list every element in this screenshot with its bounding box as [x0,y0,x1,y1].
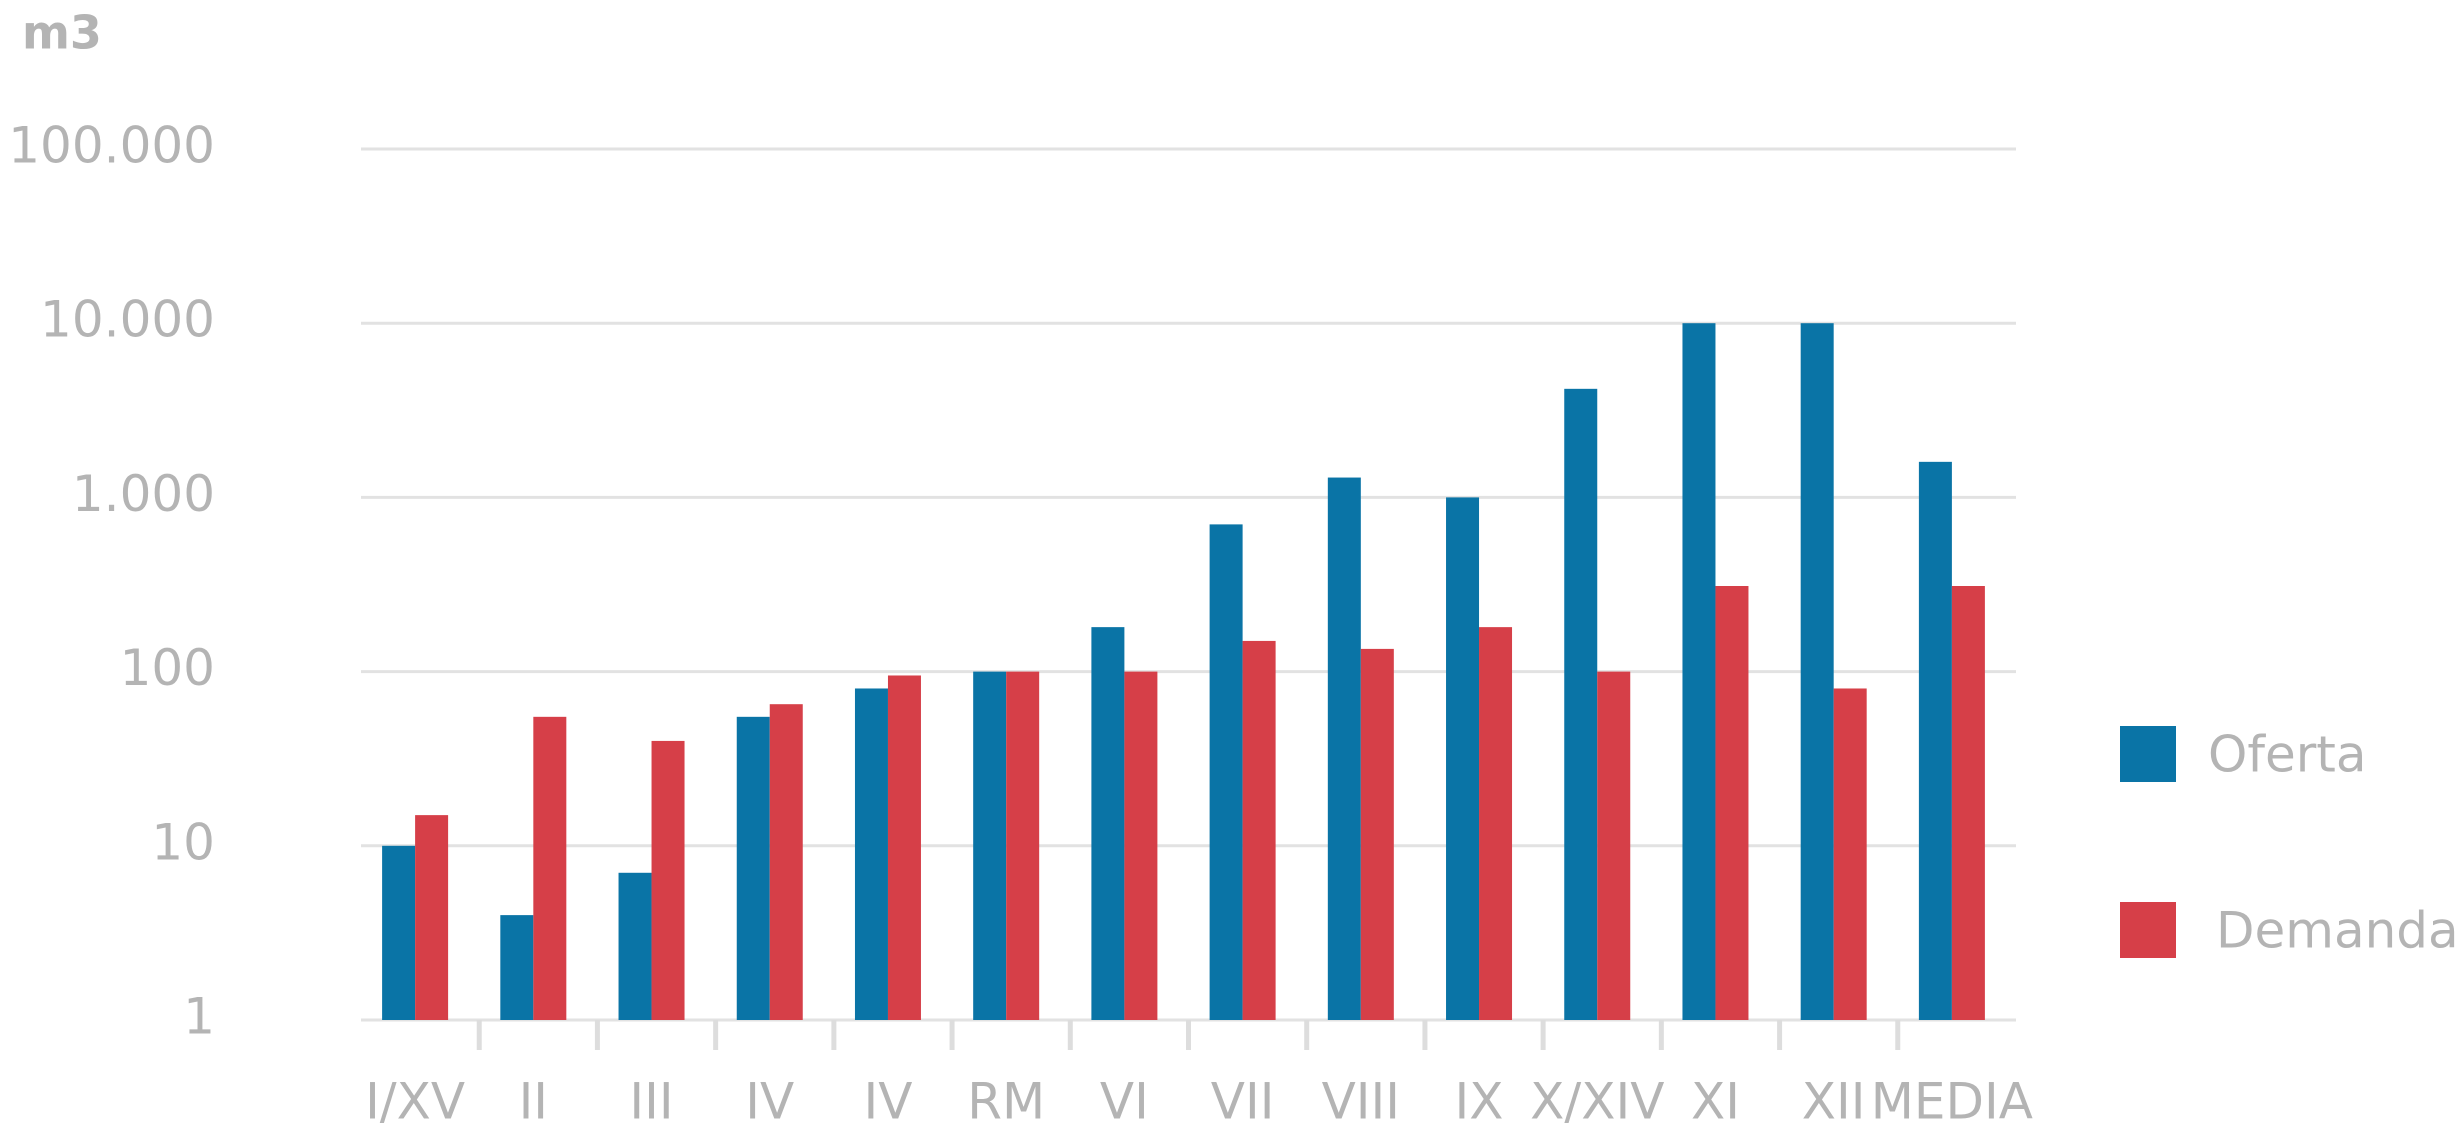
bar [382,845,416,1020]
bar [1800,323,1834,1020]
x-tick-label: IX [1455,1073,1504,1131]
bar [1446,497,1480,1020]
y-axis-label: m3 [22,6,102,60]
x-tick-label: IV [745,1073,794,1131]
bar [1833,688,1867,1020]
x-tick-label: XI [1691,1073,1740,1131]
legend-label: Demanda [2216,902,2459,960]
bar [1006,671,1040,1020]
x-tick-label: MEDIA [1871,1073,2033,1131]
x-tick-label: III [629,1073,673,1131]
y-tick-label: 1 [183,988,215,1046]
x-tick-label: I/XV [365,1073,465,1131]
bar [973,671,1007,1020]
x-tick-label: VII [1211,1073,1275,1131]
y-tick-label: 100 [120,639,215,697]
bar [1564,388,1598,1021]
bar [415,815,449,1020]
bar [1209,524,1243,1020]
bar [1682,323,1716,1020]
legend-label: Oferta [2208,726,2367,784]
bar [1479,627,1513,1020]
bar [887,675,921,1020]
bar [769,704,803,1020]
bar [1918,461,1952,1020]
bar [1327,477,1361,1021]
x-tick-label: VI [1100,1073,1149,1131]
legend-swatch [2120,726,2176,782]
bar [1715,586,1749,1020]
y-tick-label: 10 [151,813,215,871]
bar [1091,627,1125,1020]
bar [1951,586,1985,1020]
bar [618,872,652,1020]
bar [854,688,888,1020]
bar [651,740,685,1020]
y-tick-label: 10.000 [40,291,215,349]
bar [1242,640,1276,1020]
bar [1124,671,1158,1020]
x-tick-label: RM [967,1073,1045,1131]
y-tick-label: 1.000 [72,465,215,523]
y-tick-label: 100.000 [8,117,215,175]
legend-swatch [2120,902,2176,958]
x-tick-label: VIII [1322,1073,1400,1131]
x-tick-label: X/XIV [1530,1073,1664,1131]
bar [500,915,534,1020]
bar [533,716,567,1020]
bar [736,716,770,1020]
bar [1597,671,1631,1020]
x-tick-label: II [519,1073,549,1131]
x-tick-label: XII [1802,1073,1866,1131]
bar [1360,648,1394,1020]
x-tick-label: IV [863,1073,912,1131]
